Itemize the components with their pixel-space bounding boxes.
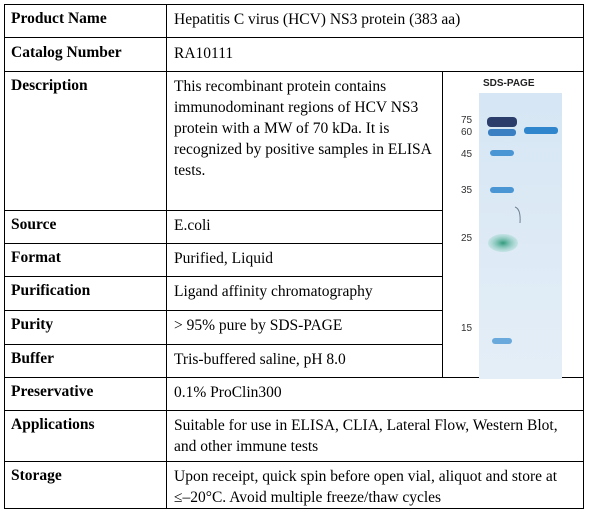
value-buffer: Tris-buffered saline, pH 8.0: [174, 351, 346, 368]
gel-artifact: [514, 206, 521, 224]
value-applications: Suitable for use in ELISA, CLIA, Lateral…: [174, 417, 558, 455]
ladder-band-60: [488, 129, 516, 136]
label-product-name: Product Name: [11, 10, 107, 27]
label-description: Description: [11, 77, 88, 94]
value-preservative: 0.1% ProClin300: [174, 384, 282, 401]
mw-label-15: 15: [461, 323, 473, 334]
ladder-band-35: [490, 187, 514, 193]
value-purification: Ligand affinity chromatography: [174, 283, 373, 300]
row-divider: [4, 210, 442, 211]
ladder-band-45: [490, 150, 514, 156]
table-border-left: [4, 4, 5, 509]
row-divider: [4, 243, 442, 244]
value-catalog-number: RA10111: [174, 45, 234, 62]
ladder-band-75: [487, 117, 517, 127]
value-storage: Upon receipt, quick spin before open via…: [174, 468, 558, 506]
value-format: Purified, Liquid: [174, 250, 274, 267]
label-applications: Applications: [11, 416, 95, 433]
value-source: E.coli: [174, 217, 211, 234]
mw-label-45: 45: [461, 149, 473, 160]
row-divider: [4, 310, 442, 311]
row-divider: [4, 377, 584, 378]
table-border-right: [583, 4, 584, 509]
label-purification: Purification: [11, 282, 91, 299]
mw-label-35: 35: [461, 185, 473, 196]
row-divider: [4, 71, 584, 72]
mw-label-60: 60: [461, 127, 473, 138]
label-preservative: Preservative: [11, 383, 94, 400]
sample-band-70kda: [524, 127, 558, 134]
label-format: Format: [11, 249, 61, 266]
mw-label-75: 75: [461, 115, 473, 126]
gel-column-divider: [442, 71, 443, 377]
row-divider: [4, 344, 442, 345]
gel-background: [479, 93, 562, 379]
sds-page-gel-image: SDS-PAGE 75: [445, 73, 582, 379]
label-purity: Purity: [11, 316, 54, 333]
row-divider: [4, 37, 584, 38]
table-border-bottom: [4, 508, 584, 509]
label-catalog-number: Catalog Number: [11, 44, 122, 61]
label-source: Source: [11, 216, 57, 233]
ladder-band-25: [488, 234, 518, 252]
label-storage: Storage: [11, 467, 62, 484]
row-divider: [4, 276, 442, 277]
value-purity: > 95% pure by SDS-PAGE: [174, 317, 343, 334]
table-border-top: [4, 4, 584, 5]
gel-graphic: 75 60 45 35 25 15: [461, 93, 562, 379]
ladder-band-15: [492, 338, 512, 344]
row-divider: [4, 461, 584, 462]
mw-label-25: 25: [461, 233, 473, 244]
row-divider: [4, 410, 584, 411]
product-datasheet-table: Product Name Catalog Number Description …: [4, 4, 584, 509]
column-divider: [166, 4, 167, 509]
gel-title: SDS-PAGE: [483, 78, 535, 89]
label-buffer: Buffer: [11, 350, 55, 367]
value-product-name: Hepatitis C virus (HCV) NS3 protein (383…: [174, 11, 461, 28]
value-description: This recombinant protein contains immuno…: [174, 78, 431, 179]
